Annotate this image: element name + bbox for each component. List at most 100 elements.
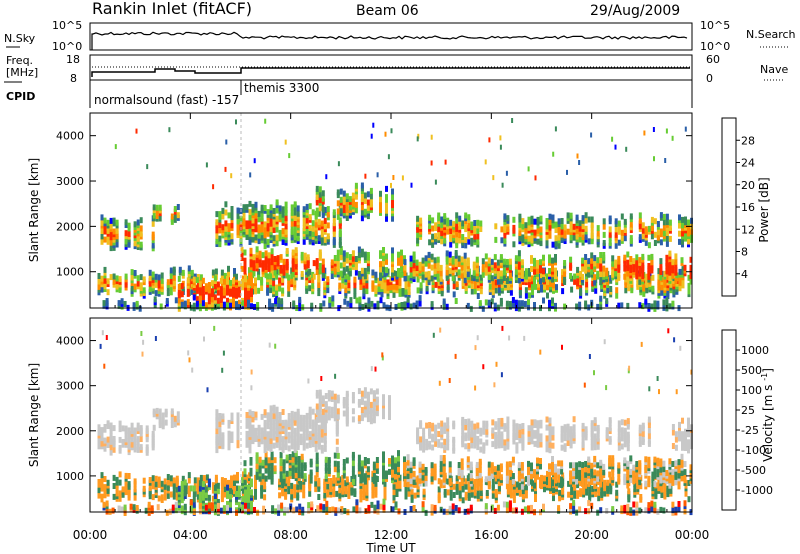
date-title: 29/Aug/2009 xyxy=(590,3,680,19)
power-cell xyxy=(581,234,585,241)
velocity-cell xyxy=(509,489,513,496)
power-cell xyxy=(284,207,288,214)
velocity-cell xyxy=(275,428,279,435)
power-cell xyxy=(336,208,340,215)
power-ytick-label: 3000 xyxy=(56,175,84,188)
velocity-cell xyxy=(383,488,387,495)
power-cell xyxy=(490,275,494,282)
velocity-cell xyxy=(97,429,101,436)
power-cell xyxy=(354,182,358,189)
velocity-cell xyxy=(245,439,249,445)
power-cell xyxy=(500,282,504,289)
power-cell xyxy=(394,304,398,310)
velocity-cell xyxy=(620,443,624,450)
power-cell xyxy=(103,236,107,243)
velocity-cell xyxy=(620,419,624,426)
velocity-cell xyxy=(213,484,217,491)
power-cell xyxy=(452,221,456,228)
power-cell xyxy=(360,182,364,189)
power-cell xyxy=(326,287,330,294)
velocity-cell xyxy=(512,425,516,431)
power-cell xyxy=(638,234,642,241)
velocity-cell xyxy=(264,451,268,458)
velocity-cell xyxy=(254,474,257,481)
velocity-cell xyxy=(299,480,303,487)
power-cell xyxy=(252,254,256,261)
velocity-cell xyxy=(288,454,292,460)
power-cell xyxy=(584,259,588,266)
power-cell xyxy=(545,218,549,224)
power-cell xyxy=(142,287,146,294)
power-cell xyxy=(100,275,104,282)
power-cell xyxy=(490,298,494,305)
velocity-cell xyxy=(196,493,200,500)
power-cell xyxy=(192,294,196,301)
power-cell xyxy=(418,295,422,302)
power-cell xyxy=(360,196,364,203)
velocity-cell xyxy=(375,462,379,469)
power-cell xyxy=(542,254,545,261)
velocity-cell xyxy=(243,460,247,467)
power-cell xyxy=(401,175,404,181)
power-cell xyxy=(97,278,101,285)
velocity-cell xyxy=(327,395,331,402)
power-cell xyxy=(248,239,252,245)
power-cell xyxy=(437,234,441,241)
power-cell xyxy=(536,260,539,266)
velocity-cell xyxy=(315,417,319,423)
velocity-cell xyxy=(97,440,101,447)
power-cell xyxy=(494,223,498,230)
power-cell xyxy=(326,206,330,213)
power-cell xyxy=(274,298,278,305)
velocity-cell xyxy=(333,466,337,473)
velocity-cell xyxy=(266,412,270,419)
power-cell xyxy=(247,279,250,286)
power-cell xyxy=(323,207,327,213)
power-cell xyxy=(254,277,257,284)
power-cell xyxy=(674,277,678,284)
velocity-cell xyxy=(482,420,486,427)
power-cell xyxy=(434,233,438,240)
power-cell xyxy=(449,241,453,248)
power-cell xyxy=(573,278,577,285)
power-cell xyxy=(215,232,219,239)
velocity-cell xyxy=(518,490,522,497)
velocity-cell xyxy=(279,457,283,464)
power-cell xyxy=(458,223,462,230)
velocity-cell xyxy=(97,479,101,485)
velocity-cell xyxy=(573,484,577,491)
velocity-cell xyxy=(566,440,570,446)
power-cell xyxy=(133,221,137,228)
power-cell xyxy=(560,218,564,224)
power-cell xyxy=(236,218,240,225)
velocity-cell xyxy=(266,431,270,438)
power-cell xyxy=(647,225,651,232)
velocity-cell xyxy=(539,433,543,440)
velocity-cell xyxy=(651,485,655,492)
power-cell xyxy=(136,280,140,287)
velocity-cell xyxy=(308,406,312,413)
velocity-cell xyxy=(464,483,468,490)
power-cell xyxy=(342,198,346,205)
velocity-cell xyxy=(169,475,173,482)
power-cell xyxy=(302,206,306,213)
power-cell xyxy=(229,279,232,286)
power-cell xyxy=(581,257,585,264)
velocity-cell xyxy=(198,485,202,492)
power-cell xyxy=(424,260,428,267)
power-ylabel: Slant Range [km] xyxy=(27,158,41,262)
velocity-cell xyxy=(476,444,480,451)
velocity-cell xyxy=(305,434,309,441)
power-cell xyxy=(514,299,518,306)
power-cell xyxy=(681,266,685,273)
power-cell xyxy=(652,127,655,132)
velocity-cell xyxy=(362,483,366,490)
power-cell xyxy=(398,280,402,286)
velocity-cell xyxy=(183,479,187,486)
power-cell xyxy=(155,204,159,211)
power-cell xyxy=(321,264,325,271)
velocity-cell xyxy=(166,479,170,486)
power-cell xyxy=(115,241,119,248)
power-cell xyxy=(345,265,349,272)
velocity-cell xyxy=(293,492,297,499)
